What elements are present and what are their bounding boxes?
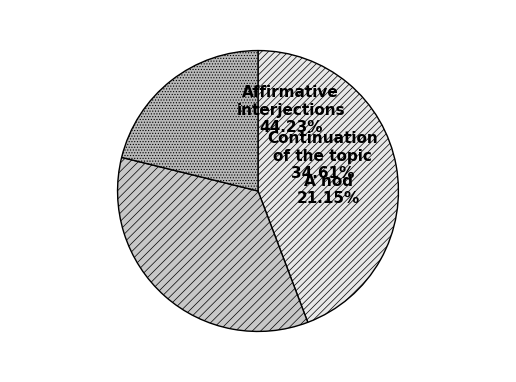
Wedge shape xyxy=(258,50,398,322)
Text: Continuation
of the topic
34.61%: Continuation of the topic 34.61% xyxy=(267,131,378,181)
Wedge shape xyxy=(118,157,308,332)
Text: A nod
21.15%: A nod 21.15% xyxy=(297,174,360,207)
Text: Affirmative
interjections
44.23%: Affirmative interjections 44.23% xyxy=(236,86,345,135)
Wedge shape xyxy=(122,50,258,191)
